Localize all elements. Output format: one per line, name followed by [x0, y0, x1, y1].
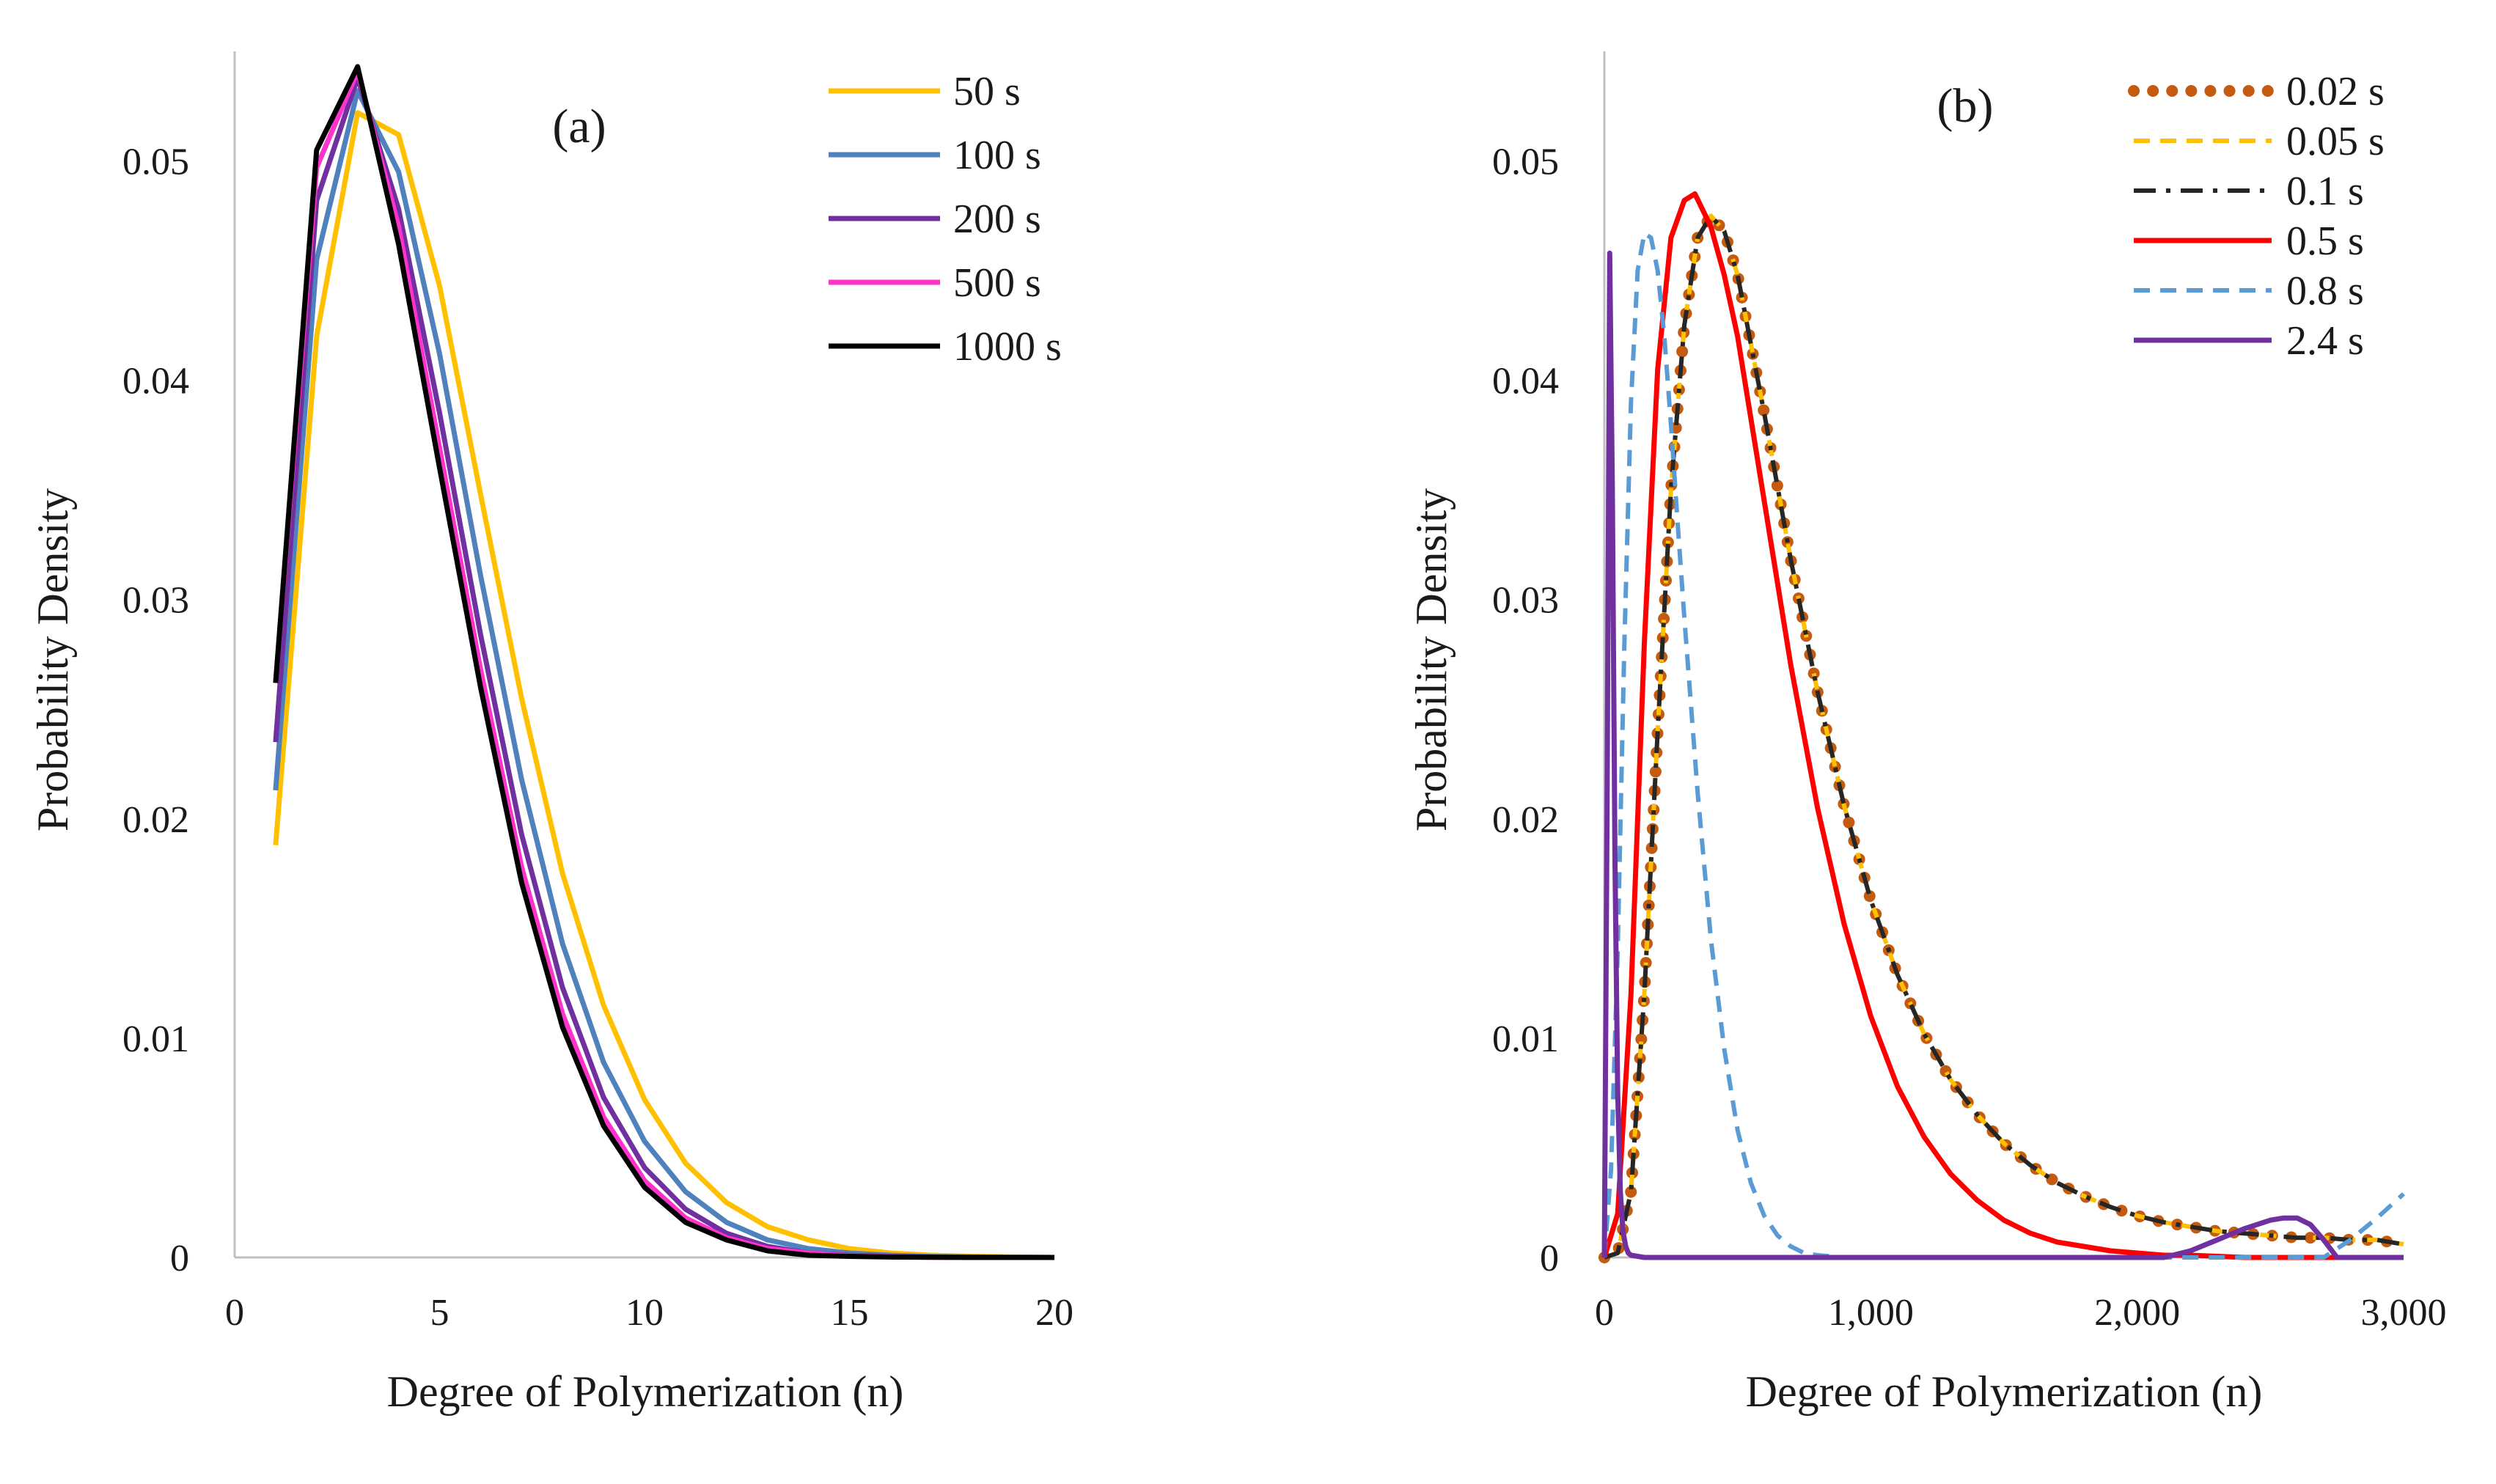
panel-a: 0 5 10 15 20 0 0.01 0.02 0.03 0.04 0.05 (a) Degree… [29, 51, 1073, 1416]
panel-a-plot-area: 0 5 10 15 20 0 0.01 0.02 0.03 0.04 0.05 [122, 51, 1073, 1334]
panel-a-x-tick-label: 0 [225, 1292, 244, 1334]
panel-b-x-axis-title: Degree of Polymerization (n) [1746, 1367, 2263, 1416]
panel-a-x-tick-label: 5 [430, 1292, 449, 1334]
panel-b-y-axis-title: Probability Density [1407, 488, 1456, 831]
panel-b-legend-label-1: 0.02 s [2286, 69, 2385, 114]
panel-b-x-tick-label: 2,000 [2094, 1292, 2180, 1334]
panel-a-y-tick-label: 0.03 [122, 580, 189, 622]
panel-b-y-tick-label: 0.04 [1492, 361, 1559, 403]
panel-b-x-tick-label: 3,000 [2361, 1292, 2447, 1334]
panel-b-legend-label-5: 0.8 s [2286, 268, 2364, 314]
panel-b-y-tick-label: 0.01 [1492, 1018, 1559, 1060]
panel-a-legend-label-1: 50 s [953, 69, 1021, 114]
panel-b-series-line-3 [1604, 213, 2404, 1260]
panel-b-series-line-6 [1601, 250, 2404, 1260]
panel-b-y-tick-label: 0.03 [1492, 580, 1559, 622]
panel-a-y-tick-label: 0.05 [122, 142, 189, 183]
panel-a-x-tick-label: 20 [1035, 1292, 1073, 1334]
panel-b-legend-label-2: 0.05 s [2286, 119, 2385, 164]
panel-b-y-tick-label: 0.05 [1492, 142, 1559, 183]
panel-b-x-tick-label: 0 [1595, 1292, 1614, 1334]
panel-b-y-tick-label: 0.02 [1492, 799, 1559, 841]
panel-b-legend-label-6: 2.4 s [2286, 318, 2364, 364]
panel-a-y-tick-label: 0.02 [122, 799, 189, 841]
panel-a-x-axis-title: Degree of Polymerization (n) [387, 1367, 904, 1416]
panel-b-legend-label-4: 0.5 s [2286, 218, 2364, 264]
panel-a-legend-label-3: 200 s [953, 196, 1041, 242]
panel-b-x-tick-label: 1,000 [1828, 1292, 1914, 1334]
panel-b-legend-label-3: 0.1 s [2286, 169, 2364, 214]
panel-a-y-tick-label: 0 [170, 1238, 189, 1279]
panel-a-label: (a) [552, 100, 606, 153]
panel-a-series-line-5 [273, 64, 1054, 1260]
panel-a-legend-label-4: 500 s [953, 260, 1041, 306]
panel-a-legend-label-5: 1000 s [953, 324, 1062, 370]
panel-a-y-axis-title: Probability Density [29, 488, 77, 831]
panel-a-legend-label-2: 100 s [953, 133, 1041, 178]
panel-a-y-tick-label: 0.04 [122, 361, 189, 403]
panel-b-plot-area: 0 1,000 2,000 3,000 0 0.01 0.02 0.03 0.04 0.05 [1492, 51, 2447, 1334]
panel-a-x-tick-label: 15 [831, 1292, 869, 1334]
panel-b-legend: 0.02 s 0.05 s 0.1 s0.5 s0.8 s2.4 s [2128, 69, 2385, 364]
panel-b: 0 1,000 2,000 3,000 0 0.01 0.02 0.03 0.04 0.05 (b… [1407, 51, 2447, 1416]
panel-b-label: (b) [1937, 79, 1994, 133]
panel-a-legend: 50 s 100 s 200 s 500 s 1000 s [829, 69, 1062, 370]
panel-a-y-tick-label: 0.01 [122, 1018, 189, 1060]
panel-b-y-tick-label: 0 [1540, 1238, 1559, 1279]
panel-a-x-tick-label: 10 [625, 1292, 664, 1334]
